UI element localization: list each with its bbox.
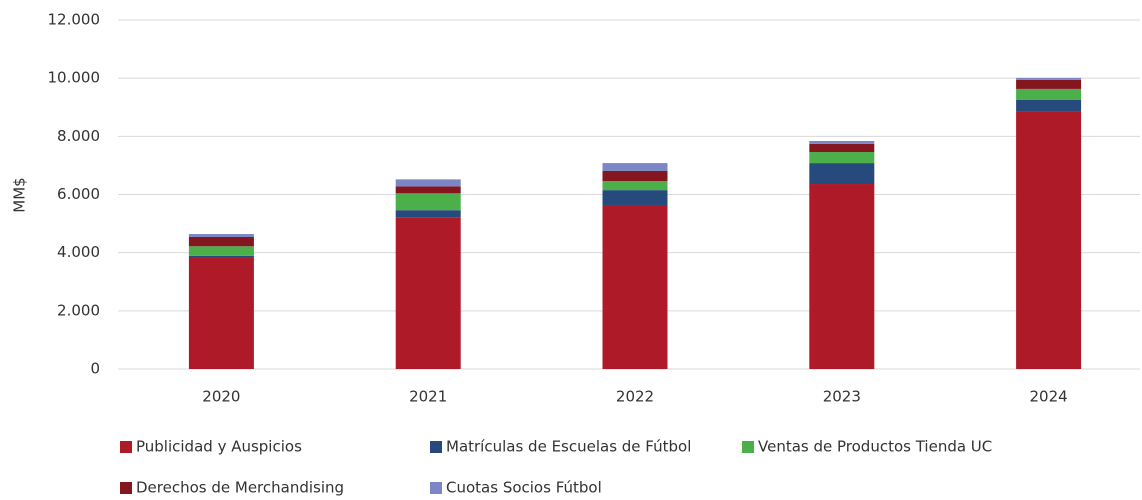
bar-segment: [602, 170, 668, 182]
y-tick-label: 0: [90, 360, 100, 378]
y-tick-label: 6.000: [57, 185, 100, 203]
bar-segment: [188, 257, 254, 369]
legend-swatch: [742, 441, 754, 453]
y-tick-label: 12.000: [48, 11, 101, 29]
legend-swatch: [120, 482, 132, 494]
bar-segment: [1016, 79, 1082, 89]
bar-segment: [602, 181, 668, 191]
bar-segment: [602, 163, 668, 171]
bar-segment: [1016, 88, 1082, 100]
legend-swatch: [430, 441, 442, 453]
bar-segment: [395, 210, 461, 218]
y-tick-label: 4.000: [57, 243, 100, 261]
bar-segment: [809, 152, 875, 164]
y-tick-label: 2.000: [57, 301, 100, 319]
y-tick-label: 8.000: [57, 127, 100, 145]
bar-segment: [602, 204, 668, 369]
legend-label: Ventas de Productos Tienda UC: [758, 438, 992, 456]
y-tick-label: 10.000: [48, 69, 101, 87]
bar-segment: [809, 143, 875, 153]
x-tick-label: 2020: [202, 388, 240, 406]
legend-label: Publicidad y Auspicios: [136, 438, 302, 456]
legend-label: Derechos de Merchandising: [136, 479, 344, 497]
x-tick-label: 2022: [616, 388, 654, 406]
bar-segment: [1016, 77, 1082, 80]
bar-segment: [809, 184, 875, 369]
legend-label: Matrículas de Escuelas de Fútbol: [446, 438, 691, 456]
bar-segment: [188, 234, 254, 237]
bar-segment: [188, 255, 254, 258]
bar-segment: [602, 190, 668, 205]
x-tick-label: 2021: [409, 388, 447, 406]
bar-segment: [809, 140, 875, 144]
bar-segment: [1016, 111, 1082, 370]
bar-segment: [188, 246, 254, 256]
legend-label: Cuotas Socios Fútbol: [446, 479, 602, 497]
bar-segment: [395, 193, 461, 211]
bar-segment: [188, 236, 254, 247]
legend-swatch: [430, 482, 442, 494]
bar-segment: [395, 179, 461, 187]
bar-segment: [395, 217, 461, 369]
bar-segment: [1016, 99, 1082, 112]
x-tick-label: 2023: [823, 388, 861, 406]
bar-segment: [809, 163, 875, 185]
legend-swatch: [120, 441, 132, 453]
x-tick-label: 2024: [1030, 388, 1068, 406]
bar-segment: [395, 186, 461, 194]
y-axis-label: MM$: [11, 177, 29, 212]
